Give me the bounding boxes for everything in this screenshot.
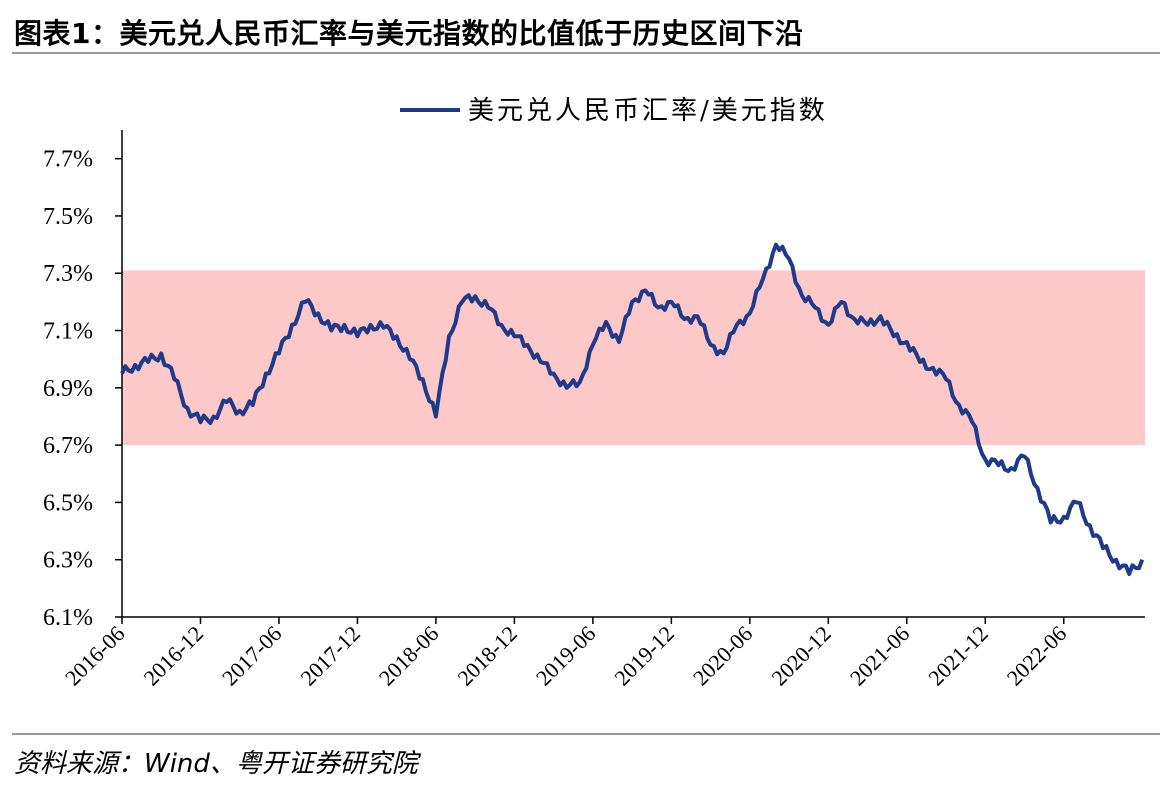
x-tick-label: 2021-06: [845, 621, 915, 691]
x-tick-label: 2021-12: [923, 621, 993, 691]
y-tick-label: 6.3%: [43, 548, 93, 574]
y-tick-label: 7.5%: [43, 204, 93, 230]
x-tick-label: 2016-12: [138, 621, 208, 691]
source-divider: [12, 733, 1160, 735]
y-tick-label: 6.7%: [43, 433, 93, 459]
x-tick-label: 2020-12: [766, 621, 836, 691]
title-divider: [12, 52, 1160, 54]
x-tick-label: 2017-12: [295, 621, 365, 691]
legend: 美元兑人民币汇率/美元指数: [400, 96, 828, 126]
x-tick-label: 2016-06: [60, 621, 130, 691]
y-tick-label: 7.7%: [43, 147, 93, 173]
x-tick-label: 2018-06: [374, 621, 444, 691]
source-note: 资料来源：Wind、粤开证券研究院: [14, 749, 418, 779]
y-axis: 6.1% 6.3% 6.5% 6.7% 6.9% 7.1% 7.3% 7.5% 7.7%: [43, 130, 123, 631]
y-tick-label: 7.3%: [43, 261, 93, 287]
y-tick-label: 6.1%: [43, 605, 93, 631]
x-tick-label: 2022-06: [1002, 621, 1072, 691]
x-axis: 2016-06 2016-12 2017-06 2017-12 2018-06 2018-…: [60, 616, 1145, 691]
x-tick-label: 2019-06: [531, 621, 601, 691]
legend-label: 美元兑人民币汇率/美元指数: [468, 96, 828, 126]
y-tick-label: 6.5%: [43, 490, 93, 516]
x-tick-label: 2019-12: [609, 621, 679, 691]
x-tick-label: 2018-12: [452, 621, 522, 691]
x-tick-label: 2020-06: [688, 621, 758, 691]
y-tick-label: 6.9%: [43, 376, 93, 402]
y-tick-label: 7.1%: [43, 319, 93, 345]
chart-title: 图表1：美元兑人民币汇率与美元指数的比值低于历史区间下沿: [14, 17, 804, 50]
line-chart: 6.1% 6.3% 6.5% 6.7% 6.9% 7.1% 7.3% 7.5% 7.7% 201…: [43, 96, 1145, 691]
ratio-series-line: [120, 242, 1145, 576]
x-tick-label: 2017-06: [217, 621, 287, 691]
